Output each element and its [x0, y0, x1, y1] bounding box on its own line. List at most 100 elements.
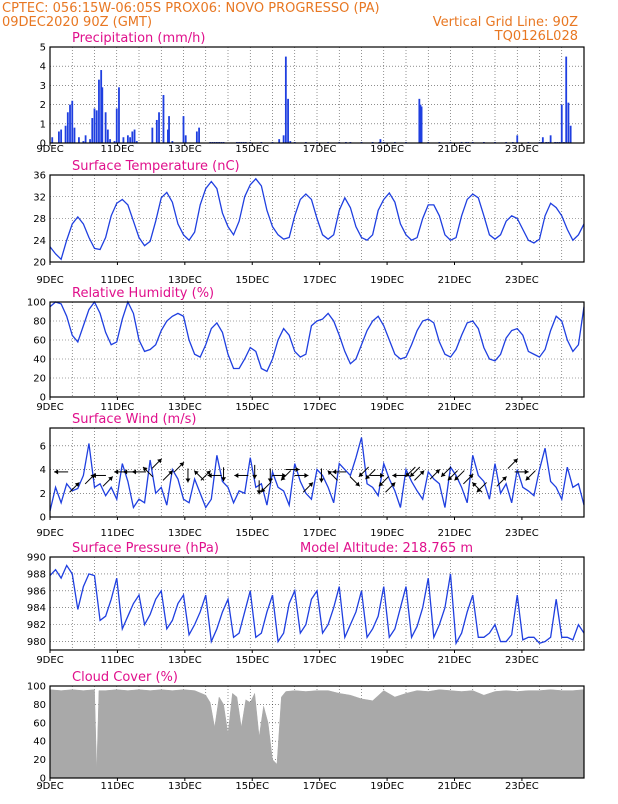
x-tick-label: 15DEC	[235, 402, 269, 413]
header-date: 09DEC2020 90Z (GMT)	[2, 15, 152, 30]
x-tick-label: 15DEC	[235, 144, 269, 155]
y-tick-label: 20	[33, 258, 46, 269]
precip-bar	[71, 101, 73, 143]
precip-bar	[96, 110, 98, 143]
wind-arrow-head	[185, 478, 190, 482]
precip-bar	[285, 57, 287, 143]
wind-arrow-head	[114, 469, 118, 474]
header-model: TQ0126L028	[494, 29, 578, 44]
x-tick-label: 19DEC	[370, 275, 404, 286]
precip-bar	[78, 137, 80, 143]
precip-bar	[91, 118, 93, 143]
wind-arrow	[350, 477, 360, 487]
y-tick-label: 40	[33, 737, 46, 748]
x-tick-label: 15DEC	[235, 655, 269, 666]
x-tick-label: 9DEC	[36, 144, 63, 155]
y-tick-label: 80	[33, 700, 46, 711]
wind-arrow	[430, 469, 440, 479]
wind-arrow	[54, 469, 68, 474]
y-tick-label: 990	[27, 553, 46, 564]
y-tick-label: 36	[33, 171, 46, 182]
wind-arrow-head	[257, 490, 262, 494]
precipitation-title: Precipitation (mm/h)	[72, 31, 205, 46]
x-tick-label: 21DEC	[438, 144, 472, 155]
x-tick-label: 21DEC	[438, 781, 472, 792]
y-tick-label: 984	[27, 603, 46, 614]
x-tick-label: 23DEC	[505, 144, 539, 155]
y-tick-label: 28	[33, 214, 46, 225]
y-tick-label: 2	[40, 100, 46, 111]
wind-arrow-head	[268, 478, 273, 482]
wind-arrow	[257, 480, 262, 494]
pressure-title: Surface Pressure (hPa)	[72, 541, 219, 556]
precip-bar	[185, 135, 187, 143]
wind-arrow	[174, 462, 184, 472]
precip-bar	[116, 108, 118, 143]
precip-bar	[421, 107, 423, 143]
y-tick-label: 2	[40, 489, 46, 500]
wind-arrow	[366, 469, 376, 479]
precip-bar	[118, 87, 120, 143]
precip-bar	[129, 137, 131, 143]
wind-arrow	[410, 467, 420, 477]
y-tick-label: 988	[27, 569, 46, 580]
x-tick-label: 11DEC	[101, 528, 135, 539]
precip-bar	[127, 135, 129, 143]
x-tick-label: 19DEC	[370, 402, 404, 413]
precip-bar	[156, 120, 158, 143]
precip-bar	[65, 126, 67, 143]
wind-arrow-head	[54, 469, 58, 474]
x-tick-label: 19DEC	[370, 144, 404, 155]
x-tick-label: 17DEC	[303, 528, 337, 539]
y-tick-label: 986	[27, 586, 46, 597]
y-tick-label: 100	[27, 682, 46, 693]
y-tick-label: 32	[33, 192, 46, 203]
precip-bar	[565, 57, 567, 143]
x-tick-label: 15DEC	[235, 275, 269, 286]
wind-arrow	[152, 459, 162, 469]
wind-arrow-head	[252, 475, 257, 479]
y-tick-label: 40	[33, 355, 46, 366]
x-tick-label: 13DEC	[168, 528, 202, 539]
x-tick-label: 15DEC	[235, 781, 269, 792]
precip-bar	[570, 126, 572, 143]
precip-bar	[561, 105, 563, 143]
precip-bar	[196, 131, 198, 143]
y-tick-label: 4	[40, 465, 46, 476]
x-tick-label: 13DEC	[168, 144, 202, 155]
precip-bar	[550, 135, 552, 143]
humidity-line	[50, 302, 584, 371]
x-tick-label: 9DEC	[36, 781, 63, 792]
x-tick-label: 11DEC	[101, 144, 135, 155]
precip-bar	[168, 116, 170, 143]
wind-arrow	[303, 482, 313, 492]
header-gridline: Vertical Grid Line: 90Z	[433, 15, 578, 30]
cloud-area	[50, 690, 584, 778]
precip-bar	[568, 103, 570, 143]
y-tick-label: 0	[40, 513, 46, 524]
wind-arrow	[234, 473, 248, 478]
y-tick-label: 1	[40, 119, 46, 130]
precip-bar	[134, 130, 136, 143]
precip-bar	[69, 105, 71, 143]
x-tick-label: 19DEC	[370, 781, 404, 792]
x-tick-label: 21DEC	[438, 402, 472, 413]
precip-bar	[198, 128, 200, 143]
y-tick-label: 80	[33, 317, 46, 328]
precip-bar	[60, 130, 62, 143]
x-tick-label: 13DEC	[168, 275, 202, 286]
y-tick-label: 60	[33, 336, 46, 347]
x-tick-label: 19DEC	[370, 528, 404, 539]
temperature-title: Surface Temperature (nC)	[72, 159, 240, 174]
precip-bar	[287, 99, 289, 143]
x-tick-label: 23DEC	[505, 402, 539, 413]
precip-bar	[94, 108, 96, 143]
wind-arrow-head	[392, 473, 396, 478]
